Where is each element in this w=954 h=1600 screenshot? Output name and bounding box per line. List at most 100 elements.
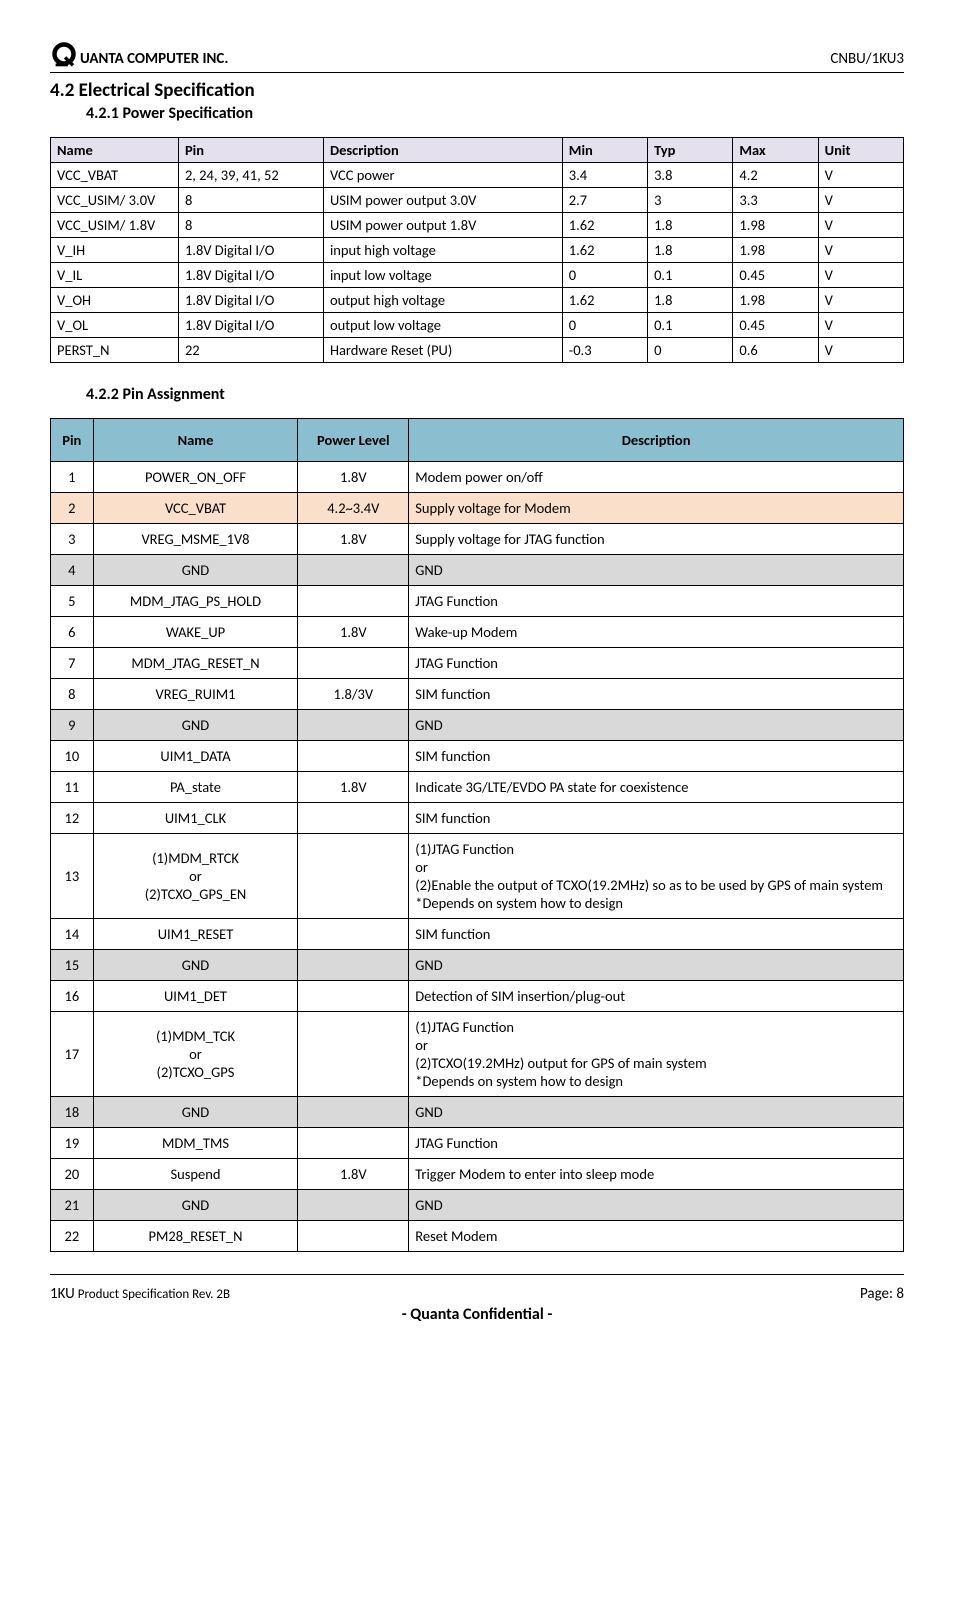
name-cell: POWER_ON_OFF — [93, 462, 298, 493]
table-cell: 0 — [562, 313, 647, 338]
power-cell — [298, 586, 409, 617]
pin-cell: 17 — [51, 1012, 94, 1097]
power-cell — [298, 981, 409, 1012]
table-row: V_IL1.8V Digital I/Oinput low voltage00.… — [51, 263, 904, 288]
power-col-unit: Unit — [818, 138, 903, 163]
table-cell: 1.98 — [733, 238, 818, 263]
table-row: 18GNDGND — [51, 1097, 904, 1128]
power-cell — [298, 555, 409, 586]
desc-cell: (1)JTAG Function or (2)Enable the output… — [409, 834, 904, 919]
pin-col-pin: Pin — [51, 419, 94, 462]
company-logo-icon — [50, 40, 78, 68]
name-cell: GND — [93, 555, 298, 586]
desc-cell: SIM function — [409, 679, 904, 710]
pin-cell: 14 — [51, 919, 94, 950]
table-row: 6WAKE_UP1.8VWake-up Modem — [51, 617, 904, 648]
power-col-max: Max — [733, 138, 818, 163]
pin-cell: 19 — [51, 1128, 94, 1159]
table-row: PERST_N22Hardware Reset (PU)-0.300.6V — [51, 338, 904, 363]
name-cell: PM28_RESET_N — [93, 1221, 298, 1252]
table-cell: PERST_N — [51, 338, 179, 363]
table-cell: V_OH — [51, 288, 179, 313]
power-cell: 4.2~3.4V — [298, 493, 409, 524]
desc-cell: SIM function — [409, 919, 904, 950]
power-table-header-row: Name Pin Description Min Typ Max Unit — [51, 138, 904, 163]
table-row: 7MDM_JTAG_RESET_NJTAG Function — [51, 648, 904, 679]
table-cell: VCC power — [323, 163, 562, 188]
table-row: 20Suspend1.8VTrigger Modem to enter into… — [51, 1159, 904, 1190]
pin-cell: 3 — [51, 524, 94, 555]
table-cell: 22 — [178, 338, 323, 363]
name-cell: MDM_JTAG_PS_HOLD — [93, 586, 298, 617]
table-row: 9GNDGND — [51, 710, 904, 741]
table-row: VCC_USIM/ 1.8V8USIM power output 1.8V1.6… — [51, 213, 904, 238]
table-cell: USIM power output 3.0V — [323, 188, 562, 213]
table-cell: V — [818, 313, 903, 338]
desc-cell: SIM function — [409, 803, 904, 834]
subsection-heading-1: 4.2.1 Power Specification — [86, 104, 904, 123]
table-row: 17(1)MDM_TCK or (2)TCXO_GPS(1)JTAG Funct… — [51, 1012, 904, 1097]
desc-cell: GND — [409, 1097, 904, 1128]
desc-cell: GND — [409, 710, 904, 741]
name-cell: WAKE_UP — [93, 617, 298, 648]
name-cell: VREG_MSME_1V8 — [93, 524, 298, 555]
desc-cell: Supply voltage for Modem — [409, 493, 904, 524]
name-cell: (1)MDM_RTCK or (2)TCXO_GPS_EN — [93, 834, 298, 919]
section-heading: 4.2 Electrical Specification — [50, 79, 904, 102]
pin-col-power: Power Level — [298, 419, 409, 462]
table-row: V_OH1.8V Digital I/Ooutput high voltage1… — [51, 288, 904, 313]
name-cell: UIM1_DET — [93, 981, 298, 1012]
table-row: 10UIM1_DATASIM function — [51, 741, 904, 772]
doc-code: CNBU/1KU3 — [830, 50, 904, 68]
table-cell: 1.8 — [648, 213, 733, 238]
table-row: 3VREG_MSME_1V81.8VSupply voltage for JTA… — [51, 524, 904, 555]
subsection-heading-2: 4.2.2 Pin Assignment — [86, 385, 904, 404]
desc-cell: JTAG Function — [409, 648, 904, 679]
table-cell: V — [818, 213, 903, 238]
pin-cell: 11 — [51, 772, 94, 803]
power-cell: 1.8V — [298, 1159, 409, 1190]
table-cell: VCC_VBAT — [51, 163, 179, 188]
desc-cell: SIM function — [409, 741, 904, 772]
desc-cell: (1)JTAG Function or (2)TCXO(19.2MHz) out… — [409, 1012, 904, 1097]
table-cell: input low voltage — [323, 263, 562, 288]
table-row: 5MDM_JTAG_PS_HOLDJTAG Function — [51, 586, 904, 617]
table-cell: 1.62 — [562, 288, 647, 313]
table-row: 13(1)MDM_RTCK or (2)TCXO_GPS_EN(1)JTAG F… — [51, 834, 904, 919]
table-cell: 3.4 — [562, 163, 647, 188]
table-cell: 1.8V Digital I/O — [178, 313, 323, 338]
name-cell: MDM_TMS — [93, 1128, 298, 1159]
footer-divider — [50, 1274, 904, 1275]
power-cell: 1.8V — [298, 772, 409, 803]
name-cell: UIM1_DATA — [93, 741, 298, 772]
table-row: V_OL1.8V Digital I/Ooutput low voltage00… — [51, 313, 904, 338]
table-cell: V — [818, 288, 903, 313]
table-row: 1POWER_ON_OFF1.8VModem power on/off — [51, 462, 904, 493]
company-block: UANTA COMPUTER INC. — [50, 40, 228, 68]
pin-cell: 4 — [51, 555, 94, 586]
power-col-typ: Typ — [648, 138, 733, 163]
table-cell: Hardware Reset (PU) — [323, 338, 562, 363]
power-cell — [298, 919, 409, 950]
table-row: VCC_USIM/ 3.0V8USIM power output 3.0V2.7… — [51, 188, 904, 213]
power-cell: 1.8V — [298, 524, 409, 555]
table-cell: 1.8 — [648, 288, 733, 313]
name-cell: MDM_JTAG_RESET_N — [93, 648, 298, 679]
footer-row: 1KU Product Specification Rev. 2B Page: … — [50, 1285, 904, 1303]
name-cell: PA_state — [93, 772, 298, 803]
table-cell: 1.8V Digital I/O — [178, 238, 323, 263]
name-cell: GND — [93, 950, 298, 981]
desc-cell: Modem power on/off — [409, 462, 904, 493]
table-cell: VCC_USIM/ 1.8V — [51, 213, 179, 238]
power-cell: 1.8V — [298, 462, 409, 493]
pin-cell: 1 — [51, 462, 94, 493]
power-col-min: Min — [562, 138, 647, 163]
desc-cell: Trigger Modem to enter into sleep mode — [409, 1159, 904, 1190]
footer-confidential: - Quanta Confidential - — [50, 1305, 904, 1324]
power-cell — [298, 741, 409, 772]
table-cell: 2, 24, 39, 41, 52 — [178, 163, 323, 188]
pin-cell: 12 — [51, 803, 94, 834]
desc-cell: JTAG Function — [409, 586, 904, 617]
pin-assignment-table: Pin Name Power Level Description 1POWER_… — [50, 418, 904, 1252]
power-cell — [298, 1097, 409, 1128]
